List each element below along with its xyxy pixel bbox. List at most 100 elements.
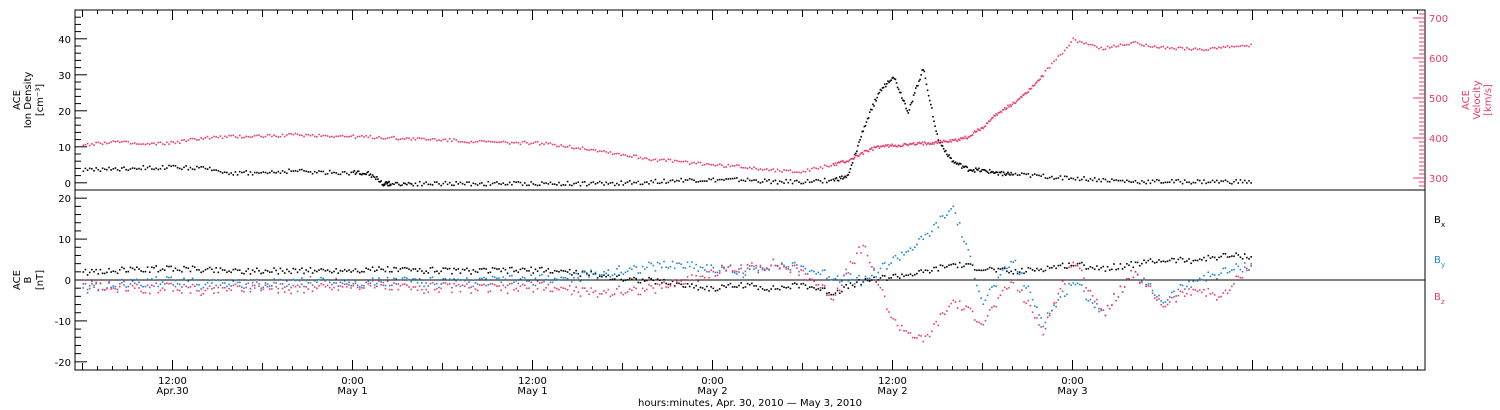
bx-point — [1126, 263, 1128, 265]
by-point — [1061, 290, 1064, 293]
velocity-point — [271, 135, 273, 138]
by-point — [613, 273, 616, 275]
velocity-point — [1203, 49, 1205, 52]
bz-point — [879, 286, 882, 289]
velocity-point — [1032, 85, 1035, 87]
density-point — [264, 171, 267, 174]
bx-point — [1014, 268, 1017, 271]
by-point — [896, 257, 899, 260]
by-point — [853, 282, 856, 285]
by-point — [1085, 298, 1087, 301]
density-point — [373, 176, 376, 179]
velocity-point — [1076, 41, 1079, 44]
bz-point — [343, 283, 346, 286]
density-point — [783, 182, 785, 184]
density-point — [840, 177, 842, 180]
by-point — [350, 284, 352, 287]
bz-point — [82, 283, 85, 285]
bz-point — [609, 295, 612, 298]
bx-point — [1194, 259, 1197, 262]
density-point — [1081, 178, 1083, 181]
velocity-point — [1005, 108, 1007, 111]
bx-point — [746, 282, 749, 285]
by-point — [1014, 259, 1017, 262]
bz-point — [358, 288, 361, 291]
bz-point — [1228, 289, 1231, 291]
bx-point — [1025, 270, 1027, 273]
by-point — [1207, 271, 1210, 274]
density-point — [581, 181, 584, 184]
bz-point — [485, 284, 487, 287]
density-point — [870, 108, 872, 111]
by-point — [247, 279, 250, 282]
bz-point — [791, 264, 794, 267]
bx-point — [316, 270, 318, 273]
bx-point — [348, 269, 350, 271]
by-point — [322, 277, 325, 280]
by-point — [761, 268, 764, 271]
velocity-point — [1111, 46, 1113, 48]
density-point — [223, 171, 226, 173]
density-point — [968, 169, 971, 171]
density-point — [980, 170, 982, 173]
density-point — [663, 178, 665, 181]
by-point — [487, 284, 490, 286]
bx-point — [333, 270, 335, 273]
density-point — [577, 181, 580, 183]
density-point — [354, 173, 357, 176]
density-point — [658, 182, 661, 185]
velocity-point — [1173, 47, 1175, 50]
bz-point — [883, 295, 886, 298]
density-point — [391, 182, 394, 185]
bx-point — [851, 284, 854, 287]
density-point — [399, 184, 402, 187]
bx-point — [1091, 267, 1094, 269]
by-point — [1070, 284, 1072, 286]
bx-point — [309, 267, 312, 269]
bz-point — [151, 284, 153, 287]
density-point — [1207, 181, 1210, 184]
top-right-tick-label: 400 — [1429, 134, 1448, 145]
velocity-point — [498, 141, 500, 144]
velocity-point — [828, 165, 830, 168]
velocity-point — [1143, 45, 1145, 47]
bx-point — [247, 268, 250, 270]
bx-point — [697, 288, 700, 291]
bz-point — [802, 269, 805, 272]
velocity-point — [955, 139, 958, 142]
by-point — [286, 280, 288, 282]
bx-point — [410, 269, 412, 272]
velocity-point — [1250, 43, 1252, 46]
velocity-point — [1007, 104, 1009, 107]
bz-point — [667, 286, 670, 289]
bx-point — [241, 272, 243, 274]
velocity-point — [936, 142, 939, 145]
density-point — [823, 177, 826, 180]
bz-point — [217, 291, 220, 294]
by-point — [376, 282, 378, 285]
density-point — [346, 172, 348, 175]
bz-point — [826, 294, 828, 297]
density-point — [590, 181, 592, 184]
density-point — [952, 160, 955, 162]
density-point — [1209, 181, 1212, 184]
velocity-point — [1198, 48, 1201, 50]
by-point — [444, 277, 447, 280]
density-point — [232, 174, 235, 176]
velocity-point — [279, 136, 282, 138]
by-point — [161, 281, 164, 283]
bx-point — [187, 267, 190, 270]
by-point — [866, 277, 869, 280]
density-point — [562, 184, 565, 186]
by-point — [766, 268, 768, 270]
bz-point — [498, 285, 500, 287]
by-point — [973, 277, 976, 280]
bz-point — [388, 288, 391, 291]
by-point — [746, 267, 749, 270]
by-point — [489, 283, 492, 285]
bz-point — [178, 289, 181, 292]
velocity-point — [1130, 42, 1132, 44]
by-point — [95, 282, 97, 285]
velocity-point — [286, 134, 288, 136]
by-point — [384, 284, 387, 287]
